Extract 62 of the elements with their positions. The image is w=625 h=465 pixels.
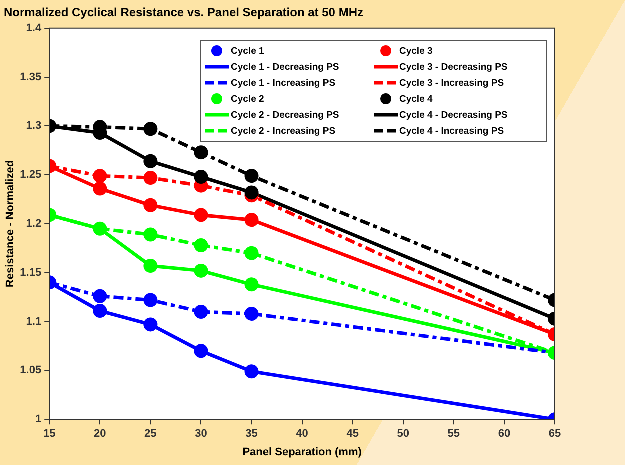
- point: [144, 318, 158, 332]
- point: [144, 154, 158, 168]
- y-tick-label: 1.4: [26, 22, 42, 34]
- legend-label: Cycle 3: [400, 46, 433, 56]
- point: [93, 169, 108, 184]
- point: [93, 289, 108, 304]
- legend-label: Cycle 1 - Decreasing PS: [231, 62, 340, 72]
- y-axis-title: Resistance - Normalized: [4, 160, 17, 288]
- legend-label: Cycle 2: [231, 94, 264, 104]
- point: [194, 238, 208, 253]
- point: [244, 246, 259, 260]
- x-tick-label: 20: [94, 428, 106, 440]
- point: [244, 213, 259, 228]
- legend-label: Cycle 3 - Decreasing PS: [400, 62, 508, 72]
- x-tick-label: 60: [498, 428, 511, 440]
- point: [93, 304, 108, 318]
- y-tick-label: 1.3: [26, 120, 42, 132]
- legend-label: Cycle 1 - Increasing PS: [231, 78, 336, 88]
- point: [93, 222, 108, 236]
- x-tick-label: 45: [346, 428, 359, 440]
- legend-label: Cycle 2 - Increasing PS: [231, 126, 336, 136]
- legend-label: Cycle 4 - Decreasing PS: [400, 110, 508, 120]
- point: [194, 208, 208, 222]
- point: [144, 293, 158, 308]
- point: [194, 305, 208, 320]
- y-tick-label: 1.05: [20, 364, 42, 377]
- point: [194, 146, 208, 160]
- x-tick-label: 30: [195, 428, 208, 440]
- point: [244, 169, 259, 184]
- point: [194, 344, 208, 358]
- x-tick-label: 65: [548, 428, 562, 440]
- x-tick-label: 35: [246, 428, 258, 440]
- chart-title: Normalized Cyclical Resistance vs. Panel Separation at 50 MHz: [4, 6, 364, 20]
- legend-label: Cycle 3 - Increasing PS: [400, 78, 504, 88]
- x-tick-label: 55: [448, 428, 460, 440]
- y-tick-label: 1.1: [26, 316, 42, 328]
- point: [244, 364, 259, 379]
- point: [144, 198, 158, 212]
- point: [144, 228, 158, 242]
- point: [144, 259, 158, 274]
- y-tick-label: 1.2: [26, 218, 42, 230]
- legend-label: Cycle 4: [400, 94, 433, 104]
- legend-label: Cycle 1: [231, 46, 264, 56]
- x-tick-label: 40: [296, 428, 308, 440]
- x-tick-label: 25: [144, 428, 157, 440]
- y-tick-label: 1.15: [20, 266, 42, 279]
- point: [93, 182, 108, 196]
- point: [144, 122, 158, 136]
- point: [244, 278, 259, 292]
- point: [194, 170, 208, 184]
- legend-label: Cycle 2 - Decreasing PS: [231, 110, 340, 120]
- x-tick-label: 15: [43, 428, 56, 440]
- x-tick-label: 50: [397, 428, 410, 440]
- y-tick-label: 1: [35, 414, 42, 426]
- point: [244, 306, 259, 321]
- point: [244, 186, 259, 200]
- point: [194, 264, 208, 278]
- point: [144, 171, 158, 186]
- y-tick-label: 1.25: [20, 169, 42, 182]
- y-tick-label: 1.35: [20, 71, 42, 84]
- x-axis-title: Panel Separation (mm): [242, 446, 362, 458]
- legend-label: Cycle 4 - Increasing PS: [400, 126, 504, 136]
